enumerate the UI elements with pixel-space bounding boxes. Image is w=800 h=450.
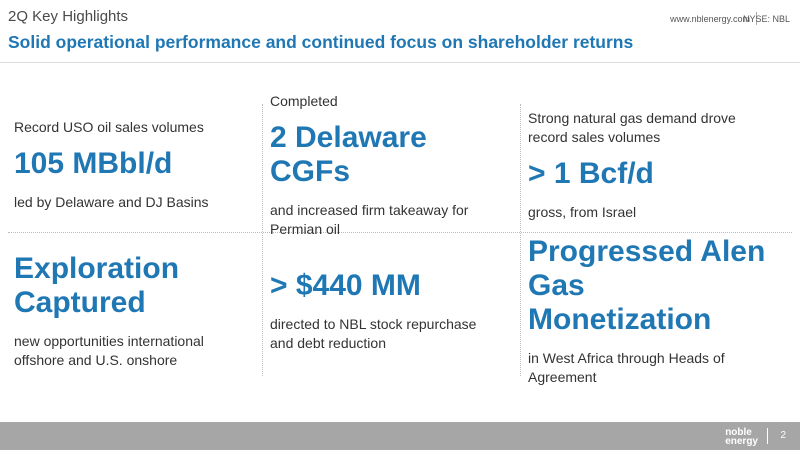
highlight-detail: gross, from Israel <box>528 203 773 222</box>
highlight-cell: Exploration Captured new opportunities int… <box>14 236 259 376</box>
highlight-detail: in West Africa through Heads of Agreement <box>528 349 773 387</box>
headline-line: Exploration <box>14 252 180 285</box>
slide-subtitle: Solid operational performance and contin… <box>8 32 634 52</box>
ticker: NYSE: NBL <box>742 14 790 24</box>
divider <box>8 232 792 233</box>
separator <box>756 12 757 25</box>
divider <box>520 104 521 376</box>
headline-line: Progressed Alen <box>528 235 766 268</box>
website: www.nblenergy.com <box>670 14 750 24</box>
detail-line: new opportunities international <box>14 333 204 349</box>
logo-text: noble <box>725 427 752 438</box>
headline-line: Gas Monetization <box>528 269 712 336</box>
slide-title: 2Q Key Highlights <box>8 8 129 25</box>
detail-line: Permian oil <box>270 220 341 237</box>
lead-line: Strong natural gas demand drove <box>528 109 736 126</box>
lead-line: Completed <box>270 92 338 109</box>
detail-line: and increased firm takeaway for <box>270 201 469 218</box>
highlight-detail: directed to NBL stock repurchase and debt… <box>270 315 515 353</box>
highlight-cell: Completed 2 Delaware CGFs and increased fi… <box>270 93 515 237</box>
highlight-headline: > $440 MM <box>270 269 515 303</box>
detail-line: Agreement <box>528 369 597 385</box>
highlight-detail: new opportunities international offshore … <box>14 332 259 370</box>
highlight-headline: 2 Delaware CGFs <box>270 121 515 189</box>
highlight-lead: Record USO oil sales volumes <box>14 118 259 137</box>
header-rule <box>0 62 800 63</box>
lead-line: Record USO oil sales volumes <box>14 119 204 135</box>
detail-line: in West Africa through Heads of <box>528 350 725 366</box>
highlight-lead: Completed <box>270 92 515 111</box>
highlight-lead: Strong natural gas demand drove record sa… <box>528 109 773 147</box>
divider <box>262 104 263 376</box>
headline-line: > $440 MM <box>270 269 421 302</box>
page-number: 2 <box>780 430 786 441</box>
headline-line: 105 MBbl/d <box>14 147 173 180</box>
highlight-headline: Progressed Alen Gas Monetization <box>528 235 773 337</box>
detail-line: offshore and U.S. onshore <box>14 352 178 368</box>
highlight-headline: Exploration Captured <box>14 252 259 320</box>
highlight-cell: Record USO oil sales volumes 105 MBbl/d le… <box>14 100 259 230</box>
logo: noble energy <box>725 427 758 447</box>
highlight-headline: > 1 Bcf/d <box>528 157 773 191</box>
headline-line: 2 Delaware CGFs <box>270 120 427 188</box>
logo-text: energy <box>725 436 758 447</box>
highlight-cell: Strong natural gas demand drove record sa… <box>528 100 773 230</box>
highlight-detail: and increased firm takeaway for Permian o… <box>270 201 515 239</box>
headline-line: > 1 Bcf/d <box>528 156 654 190</box>
detail-line: led by Delaware and DJ Basins <box>14 194 209 210</box>
highlight-cell: Progressed Alen Gas Monetization in West A… <box>528 235 773 385</box>
headline-line: Captured <box>14 286 146 319</box>
highlight-cell: > $440 MM directed to NBL stock repurchas… <box>270 236 515 376</box>
detail-line: directed to NBL stock repurchase <box>270 316 477 332</box>
detail-line: gross, from Israel <box>528 203 637 220</box>
detail-line: and debt reduction <box>270 335 386 351</box>
highlight-detail: led by Delaware and DJ Basins <box>14 193 259 212</box>
highlight-headline: 105 MBbl/d <box>14 147 259 181</box>
lead-line: record sales volumes <box>528 128 661 145</box>
separator <box>767 428 768 444</box>
footer-bar <box>0 422 800 450</box>
